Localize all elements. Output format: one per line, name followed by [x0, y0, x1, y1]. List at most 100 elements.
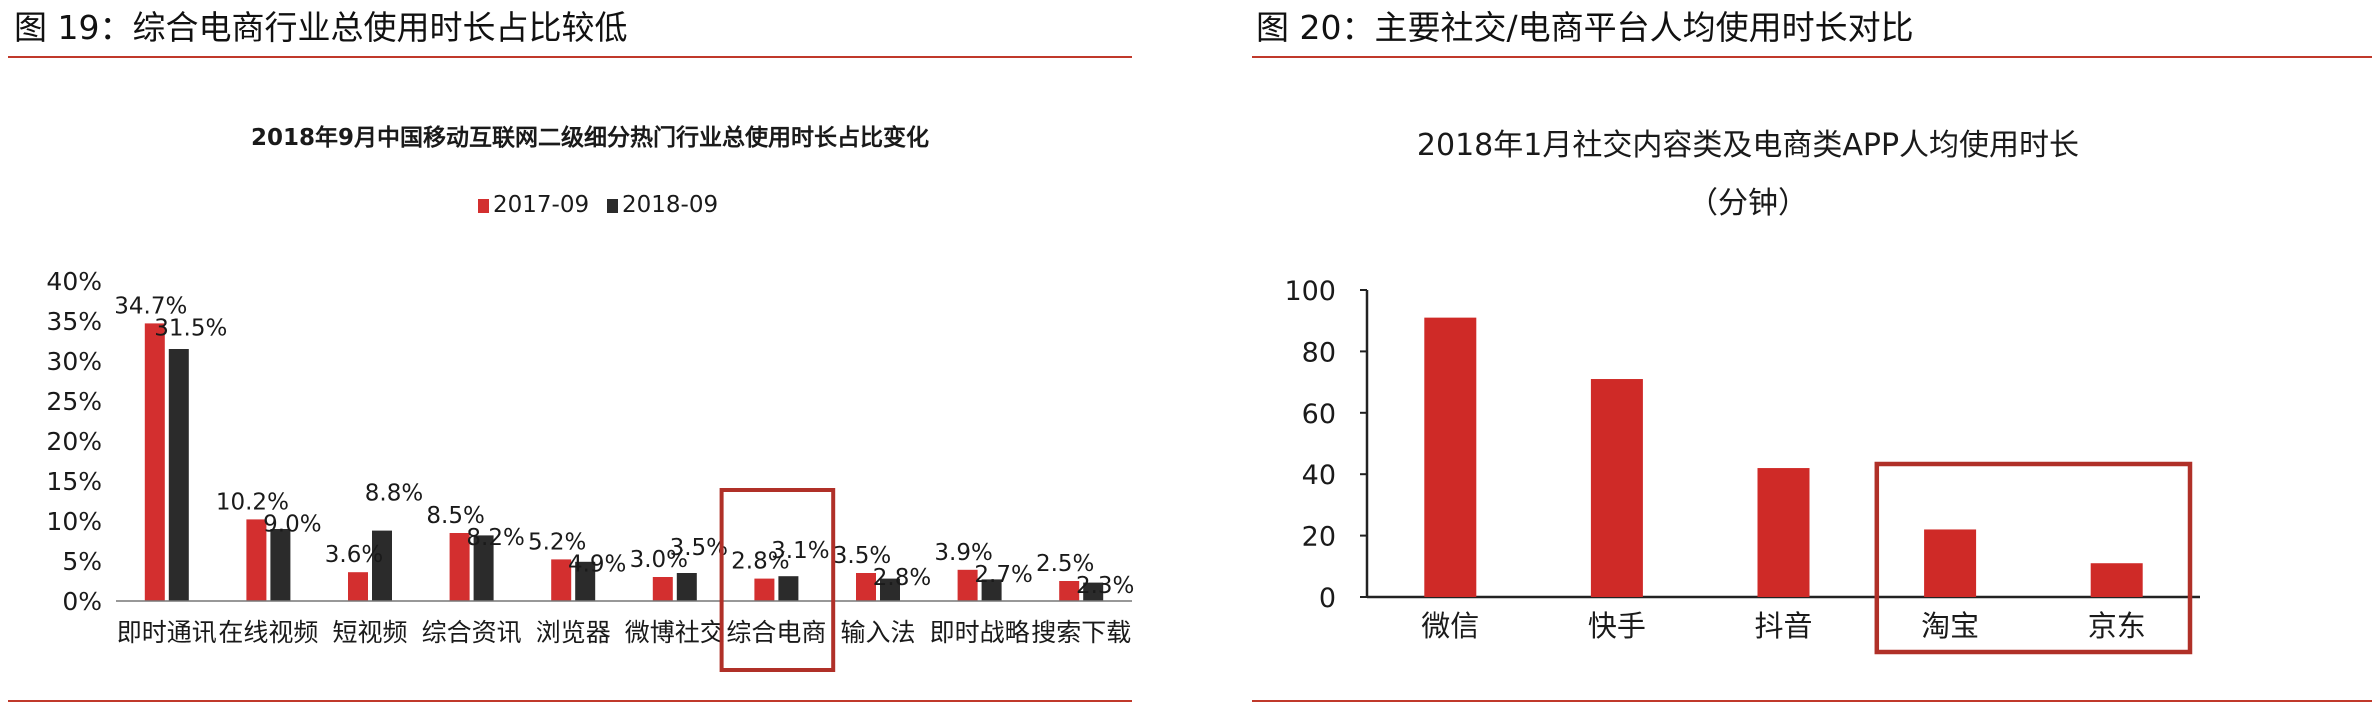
bar-快手 — [1590, 379, 1643, 597]
bar-2017-输入法 — [856, 573, 876, 601]
x-tick-label: 淘宝 — [1921, 609, 1979, 643]
chart-right-subtitle: （分钟） — [1688, 186, 1808, 221]
bar-2017-搜索下载 — [1059, 581, 1080, 601]
data-label-2017: 2.5% — [1036, 551, 1094, 577]
chart-right: 2018年1月社交内容类及电商类APP人均使用时长 （分钟） 0 20 40 60 80… — [1284, 128, 2200, 655]
bar-2017-综合资讯 — [449, 533, 470, 601]
y-tick-label: 5% — [62, 547, 102, 576]
chart-left-bars — [144, 323, 1104, 601]
x-tick-label: 即时战略 — [930, 618, 1030, 647]
legend-swatch-2017 — [478, 199, 489, 213]
y-tick-label: 25% — [46, 387, 102, 416]
bar-2018-输入法 — [880, 578, 900, 601]
y-tick-label: 10% — [46, 507, 102, 536]
bar-2018-微博社交 — [676, 573, 697, 601]
bar-2018-即时通讯 — [168, 349, 189, 601]
chart-left-data-labels: 34.7%31.5% 10.2%9.0%3.6% 8.8%8.5%8.2% 5.2%4… — [114, 293, 1134, 599]
data-label-2018: 2.3% — [1076, 573, 1134, 599]
y-tick-label: 20% — [46, 427, 102, 456]
x-tick-label: 综合资讯 — [422, 618, 522, 647]
data-label-2018: 9.0% — [263, 511, 321, 537]
data-label-2018: 8.2% — [466, 525, 524, 551]
chart-right-x-axis: 微信 快手 抖音 淘宝 京东 — [1421, 609, 2145, 643]
x-tick-label: 综合电商 — [726, 618, 826, 647]
bar-2017-即时战略 — [957, 569, 978, 601]
bar-2017-综合电商 — [754, 578, 775, 601]
x-tick-label: 京东 — [2088, 609, 2146, 643]
x-tick-label: 即时通讯 — [117, 618, 217, 647]
bar-2018-搜索下载 — [1083, 582, 1104, 601]
chart-right-y-axis: 0 20 40 60 80 100 — [1284, 276, 1367, 614]
figure-20-caption-rule — [1252, 56, 2372, 58]
chart-left-legend: 2017-09 2018-09 — [478, 192, 718, 218]
x-tick-label: 微博社交 — [625, 618, 725, 647]
x-tick-label: 快手 — [1588, 609, 1646, 643]
chart-left: 2018年9月中国移动互联网二级细分热门行业总使用时长占比变化 2017-09 … — [46, 124, 1134, 672]
data-label-2018: 3.5% — [670, 535, 728, 561]
bar-2018-综合资讯 — [473, 535, 494, 601]
legend-swatch-2018 — [607, 199, 618, 213]
figure-20-caption: 图 20：主要社交/电商平台人均使用时长对比 — [1256, 8, 1914, 47]
bar-2018-在线视频 — [270, 529, 291, 601]
chart-left-highlight-box — [719, 488, 836, 672]
bar-2017-微博社交 — [652, 577, 673, 601]
x-tick-label: 搜索下载 — [1031, 618, 1131, 647]
bar-2017-浏览器 — [551, 559, 572, 601]
chart-left-y-axis: 0% 5% 10% 15% 20% 25% 30% 35% 40% — [46, 267, 102, 616]
chart-right-title: 2018年1月社交内容类及电商类APP人均使用时长 — [1417, 128, 2079, 163]
y-tick-label: 0 — [1319, 583, 1336, 614]
bar-2018-即时战略 — [981, 579, 1002, 601]
chart-left-title: 2018年9月中国移动互联网二级细分热门行业总使用时长占比变化 — [251, 124, 929, 151]
y-tick-label: 30% — [46, 347, 102, 376]
x-tick-label: 微信 — [1421, 609, 1479, 643]
y-tick-label: 35% — [46, 307, 102, 336]
bar-2017-即时通讯 — [144, 323, 165, 601]
bar-2018-综合电商 — [778, 576, 799, 601]
bar-淘宝 — [1924, 529, 1977, 597]
data-label-2017: 3.5% — [833, 543, 891, 569]
data-label-2017: 2.8% — [731, 549, 789, 575]
legend-label-2017: 2017-09 — [493, 192, 589, 218]
y-tick-label: 0% — [62, 587, 102, 616]
figure-19-bottom-rule — [8, 700, 1132, 702]
x-tick-label: 抖音 — [1754, 609, 1812, 643]
chart-left-x-axis: 即时通讯 在线视频 短视频 综合资讯 浏览器 微博社交 综合电商 输入法 即时战略 搜索下载 — [117, 618, 1131, 647]
y-tick-label: 80 — [1302, 337, 1336, 368]
x-tick-label: 输入法 — [840, 618, 915, 647]
data-label-2018: 2.7% — [974, 562, 1032, 588]
data-label-2017: 34.7% — [114, 293, 187, 319]
legend-label-2018: 2018-09 — [622, 192, 718, 218]
bar-京东 — [2090, 563, 2143, 597]
data-label-2017: 3.0% — [630, 547, 688, 573]
figure-19-caption: 图 19：综合电商行业总使用时长占比较低 — [14, 8, 628, 47]
data-label-2017: 8.5% — [426, 503, 484, 529]
figure-19-caption-rule — [8, 56, 1132, 58]
data-label-2018: 3.1% — [771, 538, 829, 564]
chart-right-bars — [1424, 317, 2143, 597]
x-tick-label: 在线视频 — [218, 618, 318, 647]
y-tick-label: 40% — [46, 267, 102, 296]
chart-right-highlight-box — [1874, 461, 2193, 655]
y-tick-label: 100 — [1284, 276, 1336, 307]
figure-20-bottom-rule — [1252, 700, 2372, 702]
bar-2017-在线视频 — [246, 519, 267, 601]
x-tick-label: 浏览器 — [536, 618, 611, 647]
bar-2018-短视频 — [372, 530, 392, 601]
bar-抖音 — [1757, 468, 1810, 597]
x-tick-label: 短视频 — [332, 618, 407, 647]
data-label-2018: 4.9% — [568, 551, 626, 577]
data-label-2017: 3.9% — [934, 540, 992, 566]
y-tick-label: 15% — [46, 467, 102, 496]
data-label-2018: 8.8% — [365, 481, 423, 507]
bar-2017-短视频 — [348, 572, 368, 601]
data-label-2018: 2.8% — [873, 565, 931, 591]
bar-微信 — [1424, 317, 1477, 597]
y-tick-label: 20 — [1302, 522, 1336, 553]
y-tick-label: 40 — [1302, 460, 1336, 491]
data-label-2017: 10.2% — [216, 489, 289, 515]
data-label-2017: 3.6% — [325, 542, 383, 568]
y-tick-label: 60 — [1302, 399, 1336, 430]
data-label-2018: 31.5% — [154, 315, 227, 341]
bar-2018-浏览器 — [575, 561, 596, 601]
